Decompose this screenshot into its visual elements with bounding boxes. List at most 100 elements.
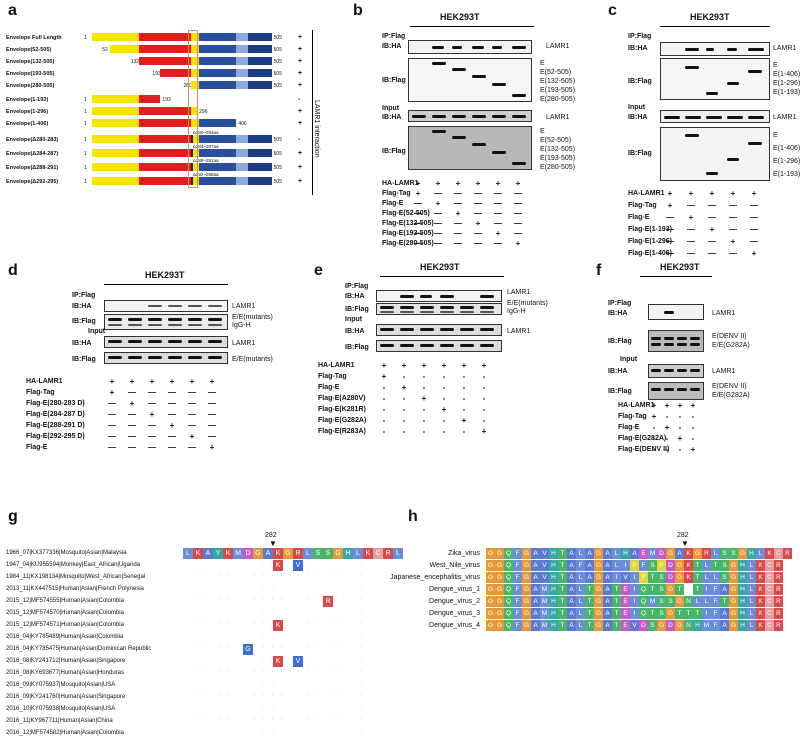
condition-sign: — <box>708 213 716 222</box>
condition-sign: - <box>442 383 446 392</box>
condition-sign: — <box>128 432 136 441</box>
condition-sign: + <box>664 423 670 432</box>
construct-name: Envelope(193-505) <box>6 71 55 77</box>
msa-residue: K <box>756 608 765 619</box>
msa-residue: F <box>513 560 522 571</box>
condition-label: Flag-E(G282A) <box>318 417 367 424</box>
condition-sign: — <box>188 399 196 408</box>
blot-band <box>432 62 446 65</box>
construct-domain <box>138 107 161 115</box>
msa-residue: Q <box>639 608 648 619</box>
msa-residue: R <box>774 620 783 631</box>
construct-domain <box>248 149 272 157</box>
blot-band <box>685 48 699 51</box>
condition-sign: — <box>208 399 216 408</box>
msa-residue: P <box>630 560 639 571</box>
msa-residue: H <box>549 584 558 595</box>
construct-domain <box>160 45 192 53</box>
blot-band <box>685 116 701 119</box>
panel-d-ib-flag-2: IB:Flag <box>72 356 96 363</box>
condition-sign: - <box>382 405 386 414</box>
condition-sign: - <box>462 372 466 381</box>
panel-f-cell: HEK293T <box>660 262 700 272</box>
msa-residue: H <box>747 548 756 559</box>
blot-band <box>440 306 454 309</box>
construct-domain <box>191 177 199 185</box>
panel-f-ip-ha-blot <box>648 304 704 320</box>
msa-residue: E <box>621 596 630 607</box>
construct-domain <box>191 163 199 171</box>
blot-band <box>452 46 462 49</box>
band-label-input: E(52-505) <box>540 137 572 144</box>
condition-sign: - <box>482 394 486 403</box>
condition-sign: + <box>751 249 757 258</box>
blot-band <box>108 324 122 326</box>
band-label-input: E(132-505) <box>540 146 576 153</box>
msa-residue: L <box>747 584 756 595</box>
construct-domain <box>110 177 139 185</box>
condition-sign: - <box>462 383 466 392</box>
construct-domain <box>92 107 111 115</box>
blot-band <box>690 388 700 391</box>
panel-e-ip-flag-blot <box>376 303 502 315</box>
condition-sign: + <box>461 361 467 370</box>
panel-e-input: Input <box>345 316 363 323</box>
band-label-ip: E <box>773 62 778 69</box>
msa-residue: A <box>531 584 540 595</box>
condition-sign: - <box>422 427 426 436</box>
condition-sign: — <box>128 443 136 452</box>
msa-residue: A <box>630 548 639 559</box>
condition-sign: — <box>474 199 482 208</box>
blot-band <box>664 343 674 346</box>
msa-residue: K <box>756 572 765 583</box>
msa-residue: Q <box>504 584 513 595</box>
blot-band <box>208 305 222 307</box>
panel-b-ip: IP:Flag <box>382 33 406 40</box>
construct-domain <box>248 81 272 89</box>
msa-residue: T <box>585 596 594 607</box>
construct-name: Envelope(Δ288-291) <box>6 165 59 171</box>
panel-b-in-flag-blot <box>408 126 532 170</box>
condition-sign: — <box>208 388 216 397</box>
construct-domain <box>160 57 192 65</box>
construct-start: 1 <box>84 109 87 115</box>
construct-name: Envelope Full Length <box>6 35 62 41</box>
condition-sign: — <box>188 388 196 397</box>
deletion-label: Δ284~287aa <box>192 144 219 149</box>
msa-residue: T <box>612 608 621 619</box>
msa-dots: ······················ <box>183 668 378 675</box>
strain-name: 2016_04|KY785475|Human|Asian|Dominican R… <box>6 646 152 652</box>
msa-residue: G <box>495 548 504 559</box>
construct-start: 1 <box>84 121 87 127</box>
blot-band <box>748 70 762 73</box>
condition-sign: + <box>109 388 115 397</box>
msa-residue: C <box>765 572 774 583</box>
construct-start: 193 <box>152 71 161 77</box>
construct-domain <box>248 57 272 65</box>
condition-sign: - <box>402 405 406 414</box>
panel-b-ip-ha-blot <box>408 40 532 54</box>
msa-mutation: R <box>323 596 333 607</box>
condition-sign: — <box>434 209 442 218</box>
msa-residue: L <box>702 572 711 583</box>
panel-c-ib-flag: IB:Flag <box>628 78 652 85</box>
panel-e-header-line <box>380 276 504 277</box>
panel-f-edenv-2: E(DENV II) <box>712 383 747 390</box>
construct-domain <box>236 69 249 77</box>
msa-residue: T <box>558 620 567 631</box>
blot-band <box>512 115 526 118</box>
msa-residue: H <box>343 548 353 559</box>
condition-sign: + <box>421 361 427 370</box>
blot-band <box>685 134 699 137</box>
blot-band <box>727 48 737 51</box>
construct-domain <box>236 163 249 171</box>
deletion-label: Δ292~295aa <box>192 172 219 177</box>
condition-sign: - <box>442 394 446 403</box>
msa-residue: F <box>513 596 522 607</box>
blot-band <box>148 324 162 326</box>
construct-result: + <box>298 46 303 53</box>
highlight-box <box>188 30 199 188</box>
condition-sign: + <box>515 179 521 188</box>
condition-sign: — <box>208 421 216 430</box>
condition-sign: — <box>208 410 216 419</box>
